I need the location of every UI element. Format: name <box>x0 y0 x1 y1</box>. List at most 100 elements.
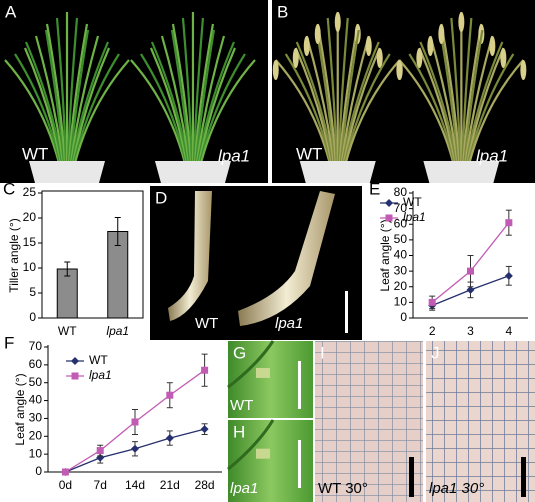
panicle <box>365 36 372 56</box>
leaf <box>338 23 359 164</box>
y-tick-label: 10 <box>29 446 43 460</box>
leaf <box>326 17 338 164</box>
leaf <box>418 47 457 164</box>
leaf <box>34 35 65 164</box>
leaf <box>343 53 391 164</box>
panicle <box>314 24 321 44</box>
panicle <box>303 36 310 56</box>
photo-panel: I WT 30° <box>315 341 423 502</box>
leaf <box>45 23 67 164</box>
leaf <box>171 23 193 164</box>
photo-panel: D WT lpa1 <box>150 186 362 340</box>
photo-panel: B WT lpa1 <box>272 0 535 183</box>
marker <box>166 391 174 399</box>
photo-caption: WT <box>22 144 48 163</box>
leaf <box>339 29 360 164</box>
y-tick-label: 0 <box>400 310 407 324</box>
x-tick-label: 21d <box>160 478 180 492</box>
leaf <box>340 35 370 164</box>
leaf <box>274 59 331 164</box>
leaf <box>55 17 68 164</box>
leaf <box>439 29 460 164</box>
photo-caption: lpa1 <box>275 315 303 332</box>
leaf <box>294 47 333 164</box>
panel-label: I <box>320 343 325 362</box>
leaf <box>468 59 525 164</box>
y-tick-label: 70 <box>394 201 408 215</box>
leaf <box>408 53 456 164</box>
leaf <box>67 23 89 164</box>
leaf <box>316 23 337 164</box>
panicle <box>376 48 383 68</box>
leaf <box>23 47 63 164</box>
x-tick-label: 0d <box>59 478 72 492</box>
chart: C Tiller angle (°) 0 5 10 15 20 25 WT lpa1 <box>3 179 144 338</box>
pot <box>423 161 500 183</box>
x-tick-label: 14d <box>125 478 145 492</box>
photo-caption: WT <box>296 144 322 163</box>
panel-label: C <box>3 179 15 198</box>
leaf <box>69 35 100 164</box>
leaf <box>192 17 205 164</box>
panicle <box>489 36 496 56</box>
marker <box>200 425 209 434</box>
leaf <box>198 53 246 164</box>
leaf <box>337 17 349 164</box>
leaf <box>464 35 494 164</box>
y-tick-label: 50 <box>29 375 43 389</box>
marker <box>131 418 139 426</box>
panicle <box>458 12 465 32</box>
x-tick-label: 4 <box>505 324 512 338</box>
y-tick-label: 20 <box>29 428 43 442</box>
panicle <box>272 60 279 80</box>
photo-caption: lpa1 <box>218 146 250 165</box>
leaf <box>140 53 188 164</box>
leaf <box>70 41 110 164</box>
leaf <box>344 59 401 164</box>
sheath <box>227 340 275 389</box>
stem <box>238 191 335 326</box>
leaf <box>467 53 515 164</box>
leaf <box>24 41 64 164</box>
panicle <box>416 48 423 68</box>
leaf <box>429 35 459 164</box>
panel-label: B <box>277 2 288 21</box>
leaf <box>14 53 62 164</box>
x-tick-label: 3 <box>467 324 474 338</box>
y-tick-label: 60 <box>394 216 408 230</box>
x-tick-label: 7d <box>94 478 107 492</box>
panel-label: E <box>369 179 380 198</box>
leaf <box>170 29 192 164</box>
photo-caption: lpa1 <box>476 146 508 165</box>
panel-label: H <box>233 422 245 441</box>
leaf <box>195 35 226 164</box>
y-tick-label: 5 <box>29 285 36 299</box>
pot <box>29 161 105 183</box>
y-tick-label: 20 <box>394 279 408 293</box>
marker <box>466 285 475 294</box>
photo-caption: WT <box>195 315 218 332</box>
y-tick-label: 40 <box>394 248 408 262</box>
leaf <box>440 23 461 164</box>
photo-panel: G WT <box>227 340 313 418</box>
y-tick-label: 40 <box>29 393 43 407</box>
leaf <box>295 41 334 164</box>
x-tick-label: 28d <box>195 478 215 492</box>
leaf <box>44 29 66 164</box>
leaf <box>150 41 190 164</box>
collar <box>256 367 270 378</box>
collar <box>256 448 270 459</box>
marker <box>201 366 209 374</box>
panicle <box>334 12 341 32</box>
photo-caption: WT 30° <box>318 480 368 497</box>
legend-label: WT <box>89 353 108 367</box>
y-tick-label: 30 <box>29 411 43 425</box>
panel-label: J <box>431 343 440 362</box>
photo-panel: A WT lpa1 <box>0 0 268 183</box>
y-axis-label: Tiller angle (°) <box>7 218 21 292</box>
leaf <box>66 17 79 164</box>
photo <box>426 341 535 502</box>
legend-label: WT <box>403 195 422 209</box>
